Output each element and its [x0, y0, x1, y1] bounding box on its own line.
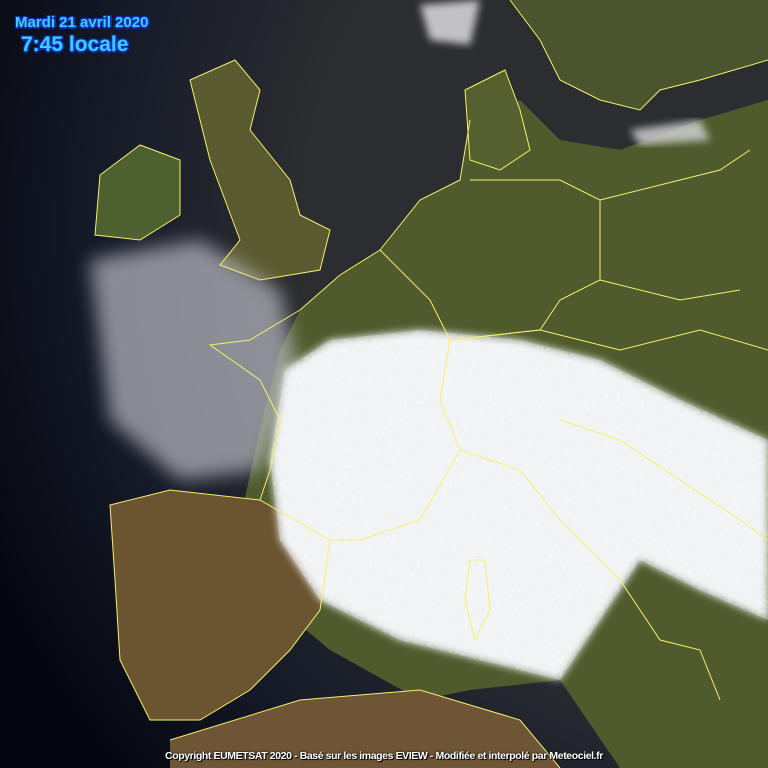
border-poland [599, 149, 751, 301]
cloud-cover [90, 0, 768, 680]
coastline-africa [169, 689, 561, 768]
local-time-label: 7:45 locale [21, 33, 129, 56]
land-great-britain [190, 60, 330, 280]
land-denmark [465, 70, 530, 170]
copyright-caption: Copyright EUMETSAT 2020 - Basé sur les i… [165, 750, 603, 762]
land-north-africa [170, 690, 560, 768]
coastline-iberia [109, 489, 331, 721]
cloud-band-west [90, 240, 300, 480]
cloud-scandinavia [420, 0, 480, 45]
coastline-italy [459, 449, 721, 701]
border-balkans [559, 419, 768, 541]
coastline-france [208, 119, 471, 501]
coastline-scandinavia [509, 0, 768, 111]
date-label: Mardi 21 avril 2020 [15, 14, 149, 31]
coastline-gb [189, 59, 331, 281]
land-ireland [95, 145, 180, 240]
coastline-ireland [94, 144, 181, 241]
cloud-texture [270, 330, 768, 680]
cloud-baltic [630, 120, 710, 145]
border-alps [449, 329, 768, 351]
border-france-east [330, 249, 461, 541]
islands-corsica-sardinia [464, 559, 491, 642]
land-scandinavia [510, 0, 768, 110]
land-iberia [110, 490, 330, 720]
coastline-denmark [464, 69, 531, 171]
country-borders [94, 0, 768, 768]
